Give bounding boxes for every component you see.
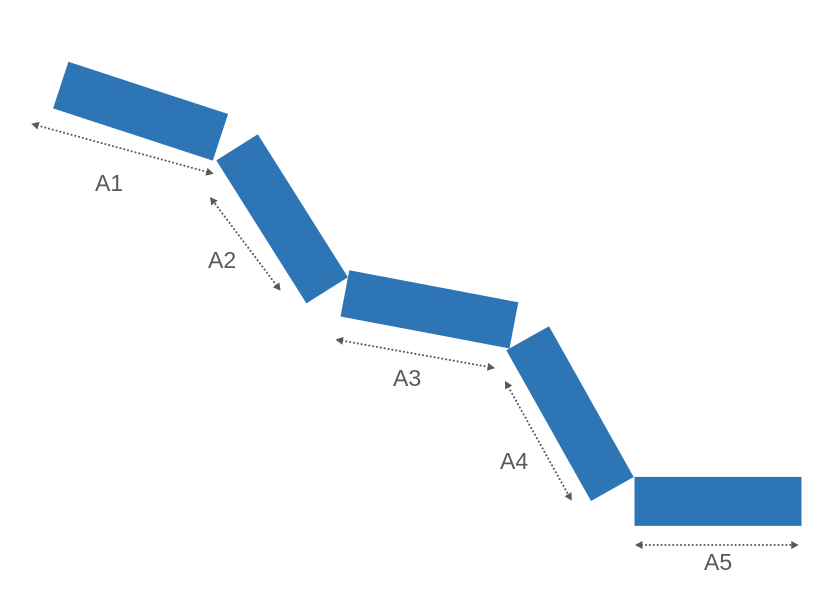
- svg-text:A2: A2: [208, 247, 236, 273]
- svg-text:A4: A4: [500, 448, 528, 474]
- svg-text:A1: A1: [95, 170, 123, 196]
- svg-text:A3: A3: [393, 365, 421, 391]
- svg-text:A5: A5: [704, 549, 732, 575]
